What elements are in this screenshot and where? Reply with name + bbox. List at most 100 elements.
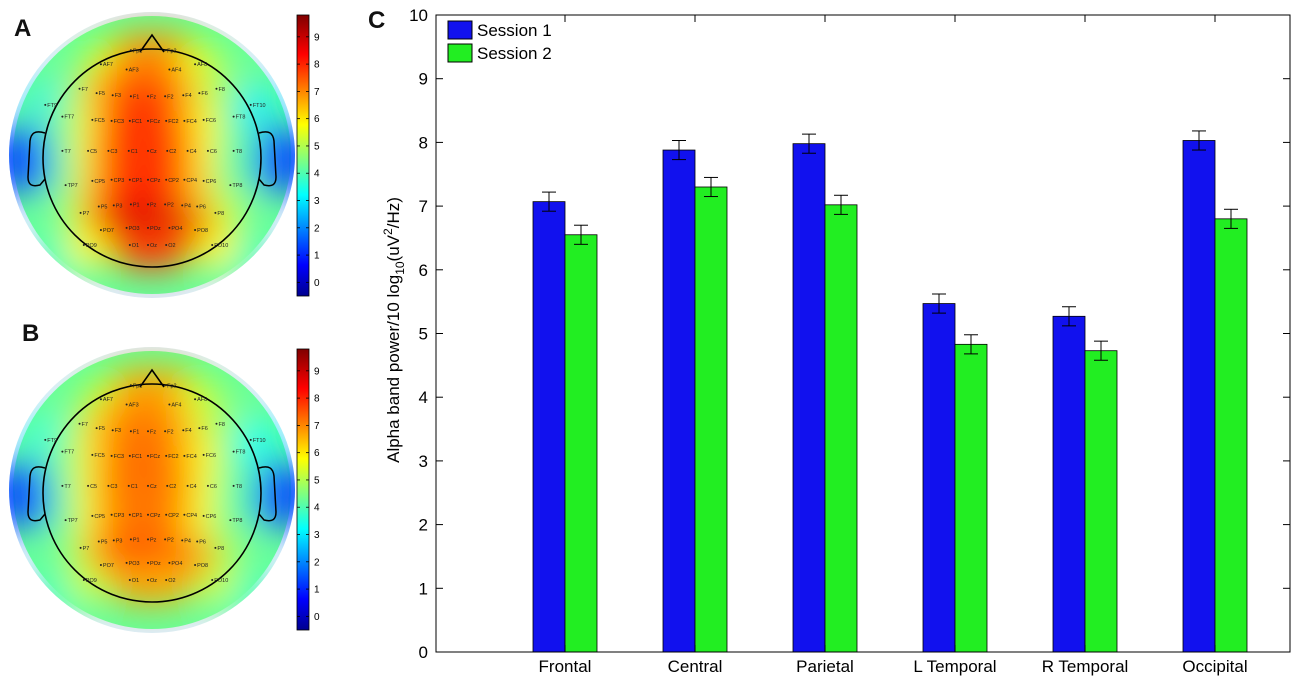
electrode-label-cp2: CP2 — [168, 513, 179, 519]
colorbar-tick-label: 9 — [314, 32, 320, 43]
electrode-dot-fc6 — [202, 453, 205, 456]
electrode-label-cp6: CP6 — [206, 179, 217, 185]
electrode-dot-p5 — [97, 540, 100, 543]
electrode-label-c5: C5 — [90, 484, 97, 490]
right-ear-outline — [258, 466, 277, 522]
electrode-label-c3: C3 — [110, 484, 117, 490]
colorbar-tick-label: 6 — [314, 448, 320, 459]
electrode-label-cp4: CP4 — [186, 513, 197, 519]
electrode-label-ft7: FT7 — [64, 115, 74, 121]
electrode-dot-po3 — [125, 561, 128, 564]
electrode-label-fc2: FC2 — [168, 454, 178, 460]
electrode-label-f8: F8 — [218, 422, 224, 428]
electrode-label-af3: AF3 — [129, 68, 139, 74]
electrode-label-po9: PO9 — [86, 243, 97, 249]
electrode-label-fc4: FC4 — [186, 454, 196, 460]
electrode-dot-f7 — [78, 422, 81, 425]
bar-session-1-r-temporal — [1052, 315, 1086, 653]
bar-session-2-occipital — [1214, 218, 1248, 653]
colorbar-tick-label: 6 — [314, 114, 320, 125]
electrode-dot-f2 — [164, 430, 167, 433]
electrode-label-cp1: CP1 — [132, 178, 143, 184]
y-tick-label: 9 — [419, 70, 428, 89]
electrode-dot-cz — [147, 149, 149, 152]
electrode-dot-c1 — [127, 484, 130, 487]
electrode-dot-fc5 — [91, 453, 94, 456]
electrode-label-po3: PO3 — [129, 561, 140, 567]
electrode-dot-oz — [147, 579, 149, 582]
electrode-dot-p1 — [129, 203, 132, 206]
electrode-label-fz: Fz — [150, 94, 156, 100]
electrode-label-f5: F5 — [99, 426, 105, 432]
electrode-dot-po7 — [99, 564, 102, 567]
topomap-blend — [9, 365, 295, 628]
electrode-label-c5: C5 — [90, 149, 97, 155]
plot-area-frame — [435, 14, 1291, 653]
electrode-label-fp1: Fp1 — [133, 48, 142, 54]
bar-session-2-frontal — [564, 234, 598, 653]
topomap-blob-t8 — [215, 130, 260, 175]
electrode-label-c2: C2 — [169, 149, 176, 155]
electrode-label-c2: C2 — [169, 484, 176, 490]
electrode-dot-po10 — [211, 244, 214, 247]
electrode-dot-p1 — [129, 538, 132, 541]
electrode-label-cpz: CPz — [150, 178, 161, 184]
electrode-dot-c2 — [166, 484, 169, 487]
electrode-label-f4: F4 — [185, 428, 191, 434]
x-axis-labels: Frontal Central Parietal L Temporal R Tempor… — [539, 15, 1248, 676]
electrode-dot-c5 — [87, 149, 90, 152]
y-tick-label: 5 — [419, 325, 428, 344]
electrode-dot-fc4 — [183, 119, 186, 122]
colorbar-tick-label: 3 — [314, 530, 320, 541]
electrode-dot-cp4 — [183, 513, 186, 516]
electrode-label-af7: AF7 — [103, 397, 113, 403]
head-outline — [42, 383, 262, 603]
electrode-dot-f6 — [198, 427, 201, 430]
electrode-label-cz: Cz — [150, 484, 157, 490]
y-tick-label: 6 — [419, 261, 428, 280]
electrode-label-p7: P7 — [83, 546, 90, 552]
electrode-label-p5: P5 — [101, 540, 108, 546]
electrode-dot-tp7 — [64, 184, 67, 187]
electrode-label-cp3: CP3 — [114, 178, 125, 184]
bar-series — [532, 130, 1248, 653]
topomap-blob-o2 — [148, 560, 193, 605]
electrode-label-p1: P1 — [133, 202, 140, 208]
electrode-dot-cp5 — [91, 179, 94, 182]
electrode-dot-p6 — [196, 540, 199, 543]
electrode-label-cp5: CP5 — [94, 179, 105, 185]
electrode-label-o1: O1 — [132, 243, 139, 249]
topomap-blob-t8 — [215, 465, 260, 510]
colorbar-tick-label: 0 — [314, 278, 320, 289]
electrode-label-p1: P1 — [133, 537, 140, 543]
electrode-label-po9: PO9 — [86, 578, 97, 584]
x-tick-label: Central — [668, 657, 723, 676]
topomap-heat — [9, 16, 295, 294]
panel-a-label: A — [14, 15, 31, 42]
colorbar-gradient — [296, 14, 310, 297]
electrode-label-pz: Pz — [150, 537, 157, 543]
electrode-label-cp6: CP6 — [206, 514, 217, 520]
bar-session-2-parietal — [824, 204, 858, 653]
bar-session-1-l-temporal — [922, 303, 956, 653]
topomap-blend — [9, 30, 295, 293]
y-tick-label: 2 — [419, 516, 428, 535]
electrode-label-c3: C3 — [110, 149, 117, 155]
electrode-dot-ft10 — [249, 103, 252, 106]
electrode-label-f2: F2 — [167, 94, 173, 100]
electrode-dot-cz — [147, 484, 149, 487]
colorbar-gradient — [296, 348, 310, 631]
electrode-dot-fc1 — [128, 454, 131, 457]
electrode-dot-fc6 — [202, 118, 205, 121]
bar-session-1-occipital — [1182, 140, 1216, 653]
electrode-label-af4: AF4 — [171, 403, 181, 409]
electrode-dot-tp7 — [64, 519, 67, 522]
colorbar-tick-label: 0 — [314, 612, 320, 623]
electrode-dot-f3 — [111, 94, 114, 97]
electrode-dot-oz — [147, 244, 149, 247]
left-ear-outline — [27, 131, 46, 187]
electrode-dot-cpz — [147, 178, 149, 181]
y-axis-ticks: 0 1 2 3 4 5 6 7 8 9 10 — [409, 6, 1290, 662]
electrode-label-oz: Oz — [150, 243, 157, 249]
nose-outline — [139, 33, 165, 53]
